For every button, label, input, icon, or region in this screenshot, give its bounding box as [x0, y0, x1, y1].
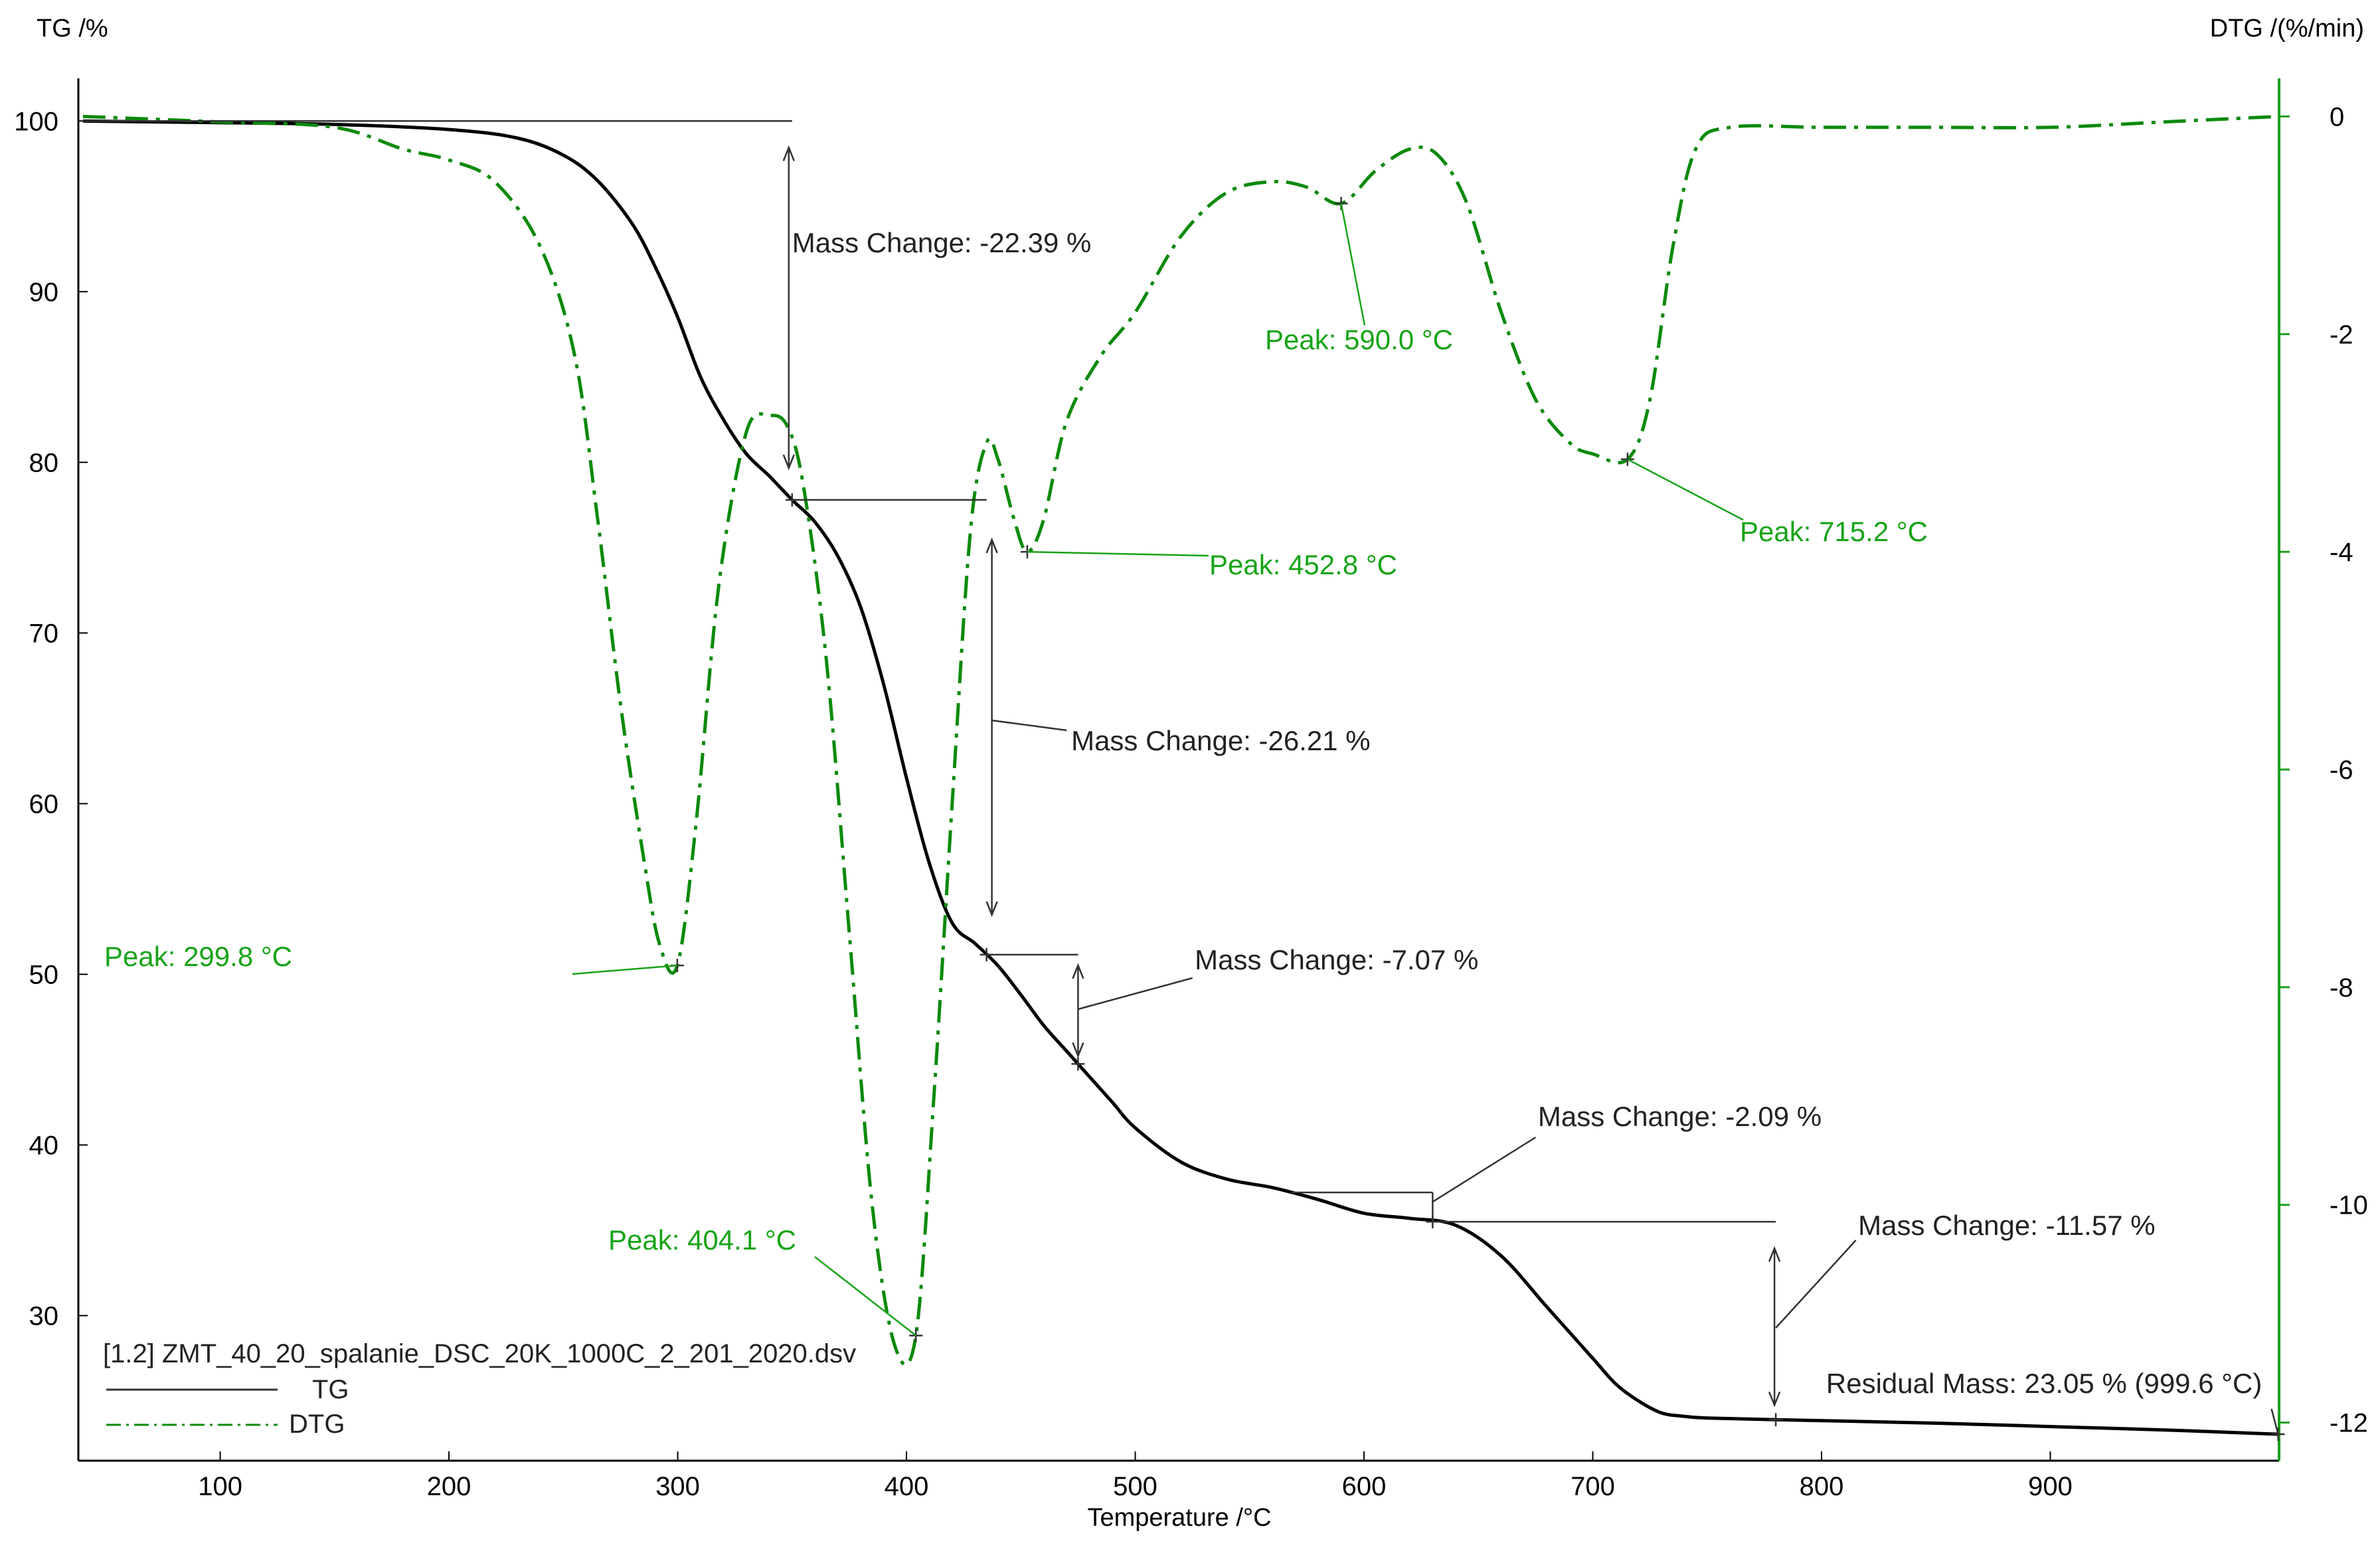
x-tick-label: 900 [2028, 1472, 2073, 1501]
y-right-tick-label: -8 [2330, 973, 2353, 1003]
file-label: [1.2] ZMT_40_20_spalanie_DSC_20K_1000C_2… [103, 1339, 856, 1368]
x-tick-label: 200 [427, 1472, 471, 1501]
dtg-peak-2-label: Peak: 404.1 °C [608, 1224, 796, 1256]
x-tick-label: 100 [198, 1472, 242, 1501]
dtg-peak-4-label: Peak: 590.0 °C [1265, 324, 1453, 355]
dtg-peak-1-leader [572, 964, 677, 975]
y-right-tick-label: -12 [2330, 1409, 2368, 1438]
y-right-tick-label: -6 [2330, 756, 2353, 785]
y-right-tick-label: -4 [2330, 538, 2353, 567]
dtg-peak-2-leader [814, 1256, 916, 1337]
y-right-tick-label: -2 [2330, 320, 2353, 349]
mass-change-3-arrow-head-bottom [1072, 1042, 1084, 1058]
mass-change-1-label: Mass Change: -22.39 % [792, 227, 1092, 258]
mass-change-2-label: Mass Change: -26.21 % [1071, 725, 1371, 756]
y-left-tick-label: 70 [29, 619, 59, 648]
mass-change-2-arrow-head-bottom [985, 901, 998, 918]
x-axis-title: Temperature /°C [1087, 1504, 1271, 1532]
residual-mass-label: Residual Mass: 23.05 % (999.6 °C) [1826, 1368, 2262, 1399]
ticks-layer: 100 200 300 400 500 600 700 800 9003040506070809… [14, 102, 2368, 1501]
mass-change-3-leader [1078, 977, 1193, 1011]
x-tick-label: 400 [885, 1472, 929, 1501]
dtg-peak-5-leader [1627, 458, 1744, 521]
y-left-tick-label: 50 [29, 960, 59, 989]
mass-change-4-leader [1432, 1136, 1537, 1203]
mass-change-5-label: Mass Change: -11.57 % [1858, 1210, 2155, 1241]
y-left-tick-label: 80 [29, 448, 59, 477]
mass-change-1-arrow-head-top [782, 145, 795, 161]
residual-mass-leader [2270, 1408, 2279, 1435]
dtg-peak-4-leader [1340, 203, 1366, 326]
x-tick-label: 800 [1800, 1472, 1844, 1501]
mass-change-2-leader [991, 719, 1067, 732]
legend-tg-label: TG [312, 1375, 349, 1404]
annotations-layer: Mass Change: -22.39 % Mass Change: -26.21… [82, 120, 2285, 1441]
dtg-peak-5-label: Peak: 715.2 °C [1740, 516, 1928, 547]
dtg-line [82, 114, 2280, 1366]
mass-change-3-label: Mass Change: -7.07 % [1195, 944, 1478, 975]
dtg-peak-3-label: Peak: 452.8 °C [1209, 549, 1397, 580]
legend-dtg-label: DTG [289, 1410, 345, 1439]
mass-change-3-arrow-head-top [1072, 963, 1084, 979]
y-axis-left-title: TG /% [37, 15, 108, 42]
tg-series [82, 119, 2278, 1436]
dtg-series [82, 114, 2280, 1366]
tg-line [82, 119, 2278, 1436]
dtg-peak-1-label: Peak: 299.8 °C [104, 941, 292, 972]
y-right-tick-label: 0 [2330, 102, 2344, 131]
mass-change-1-arrow-head-bottom [782, 454, 795, 471]
x-tick-label: 600 [1342, 1472, 1387, 1501]
mass-change-5-arrow-head-bottom [1768, 1391, 1781, 1408]
mass-change-5-arrow-head-top [1768, 1246, 1781, 1262]
dtg-peak-3-leader [1027, 550, 1209, 557]
y-left-tick-label: 40 [29, 1131, 59, 1160]
y-left-tick-label: 30 [29, 1302, 59, 1331]
y-left-tick-label: 60 [29, 789, 59, 819]
x-tick-label: 300 [655, 1472, 700, 1501]
x-tick-label: 700 [1571, 1472, 1615, 1501]
mass-change-2-arrow-head-top [985, 537, 998, 554]
y-left-tick-label: 100 [14, 107, 58, 136]
y-left-tick-label: 90 [29, 278, 59, 307]
y-right-tick-label: -10 [2330, 1191, 2368, 1220]
mass-change-4-label: Mass Change: -2.09 % [1538, 1101, 1822, 1132]
x-tick-label: 500 [1113, 1472, 1157, 1501]
mass-change-5-leader [1775, 1240, 1857, 1329]
y-axis-right-title: DTG /(%/min) [2210, 15, 2364, 42]
